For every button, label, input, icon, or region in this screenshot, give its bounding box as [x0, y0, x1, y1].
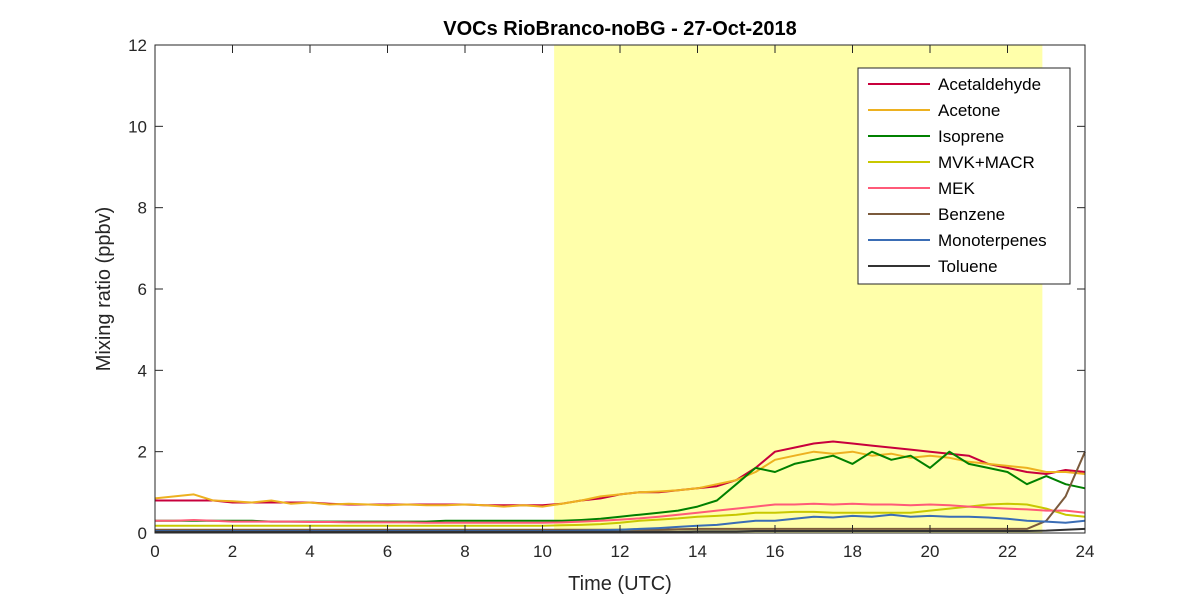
x-tick-label: 16 — [766, 542, 785, 561]
y-tick-label: 0 — [138, 524, 147, 543]
legend: Acetaldehyde Acetone Isoprene MVK+MACR MEK Be… — [857, 67, 1071, 285]
legend-item-acetaldehyde: Acetaldehyde — [868, 75, 1041, 94]
x-tick-label: 2 — [228, 542, 237, 561]
x-tick-label: 6 — [383, 542, 392, 561]
legend-item-benzene: Benzene — [868, 205, 1005, 224]
x-tick-label: 4 — [305, 542, 314, 561]
legend-item-isoprene: Isoprene — [868, 127, 1004, 146]
legend-label: Acetone — [938, 101, 1000, 120]
series-line-acetone — [154, 450, 1086, 508]
legend-label: MVK+MACR — [938, 153, 1035, 172]
x-axis-label: Time (UTC) — [568, 573, 672, 595]
legend-items: Acetaldehyde Acetone Isoprene MVK+MACR MEK Be… — [868, 75, 1047, 276]
x-tick-label: 22 — [998, 542, 1017, 561]
x-tick-label: 24 — [1076, 542, 1095, 561]
legend-label: Acetaldehyde — [938, 75, 1041, 94]
legend-item-mek: MEK — [868, 179, 976, 198]
legend-box — [857, 67, 1071, 285]
x-tick-label: 10 — [533, 542, 552, 561]
y-axis-label: Mixing ratio (ppbv) — [93, 207, 115, 372]
chart-title: VOCs RioBranco-noBG - 27-Oct-2018 — [443, 18, 796, 40]
x-tick-label: 20 — [921, 542, 940, 561]
legend-label: Toluene — [938, 257, 998, 276]
y-tick-label: 2 — [138, 443, 147, 462]
x-tick-label: 14 — [688, 542, 707, 561]
y-tick-label: 8 — [138, 199, 147, 218]
legend-label: Benzene — [938, 205, 1005, 224]
y-tick-label: 4 — [138, 361, 147, 380]
x-tick-label: 8 — [460, 542, 469, 561]
x-tick-label: 0 — [150, 542, 159, 561]
y-tick-label: 10 — [128, 117, 147, 136]
y-tick-label: 12 — [128, 36, 147, 55]
x-tick-label: 18 — [843, 542, 862, 561]
series-line-mek — [155, 502, 1086, 524]
y-tick-label: 6 — [138, 280, 147, 299]
legend-label: Isoprene — [938, 127, 1004, 146]
legend-label: MEK — [938, 179, 976, 198]
legend-label: Monoterpenes — [938, 231, 1047, 250]
legend-item-mvk-macr: MVK+MACR — [868, 153, 1035, 172]
legend-item-toluene: Toluene — [868, 257, 998, 276]
x-tick-label: 12 — [611, 542, 630, 561]
legend-item-acetone: Acetone — [868, 101, 1000, 120]
legend-item-monoterpenes: Monoterpenes — [868, 231, 1047, 250]
